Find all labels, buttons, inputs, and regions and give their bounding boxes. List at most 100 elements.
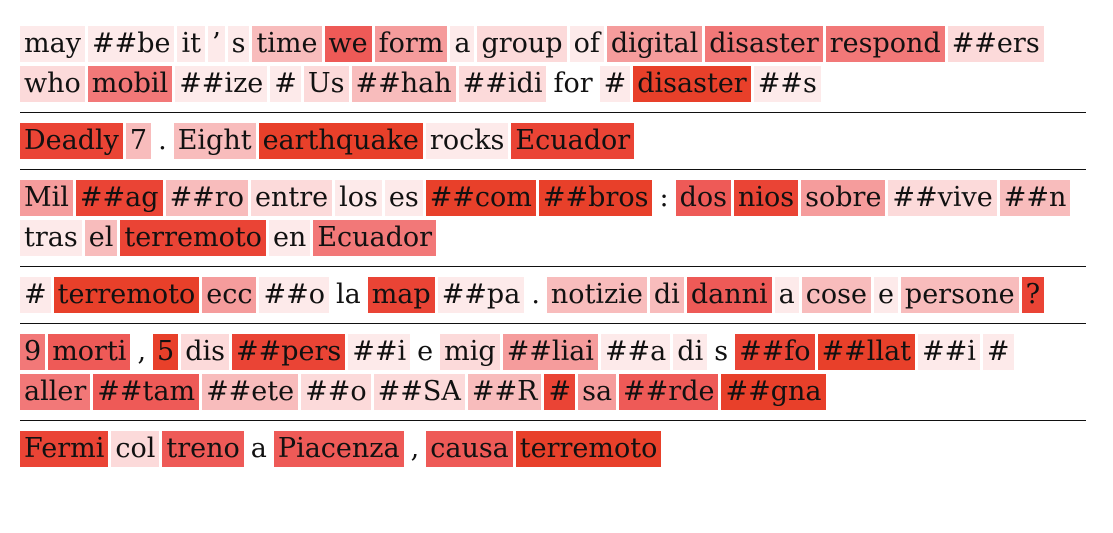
token: morti (48, 334, 131, 370)
token: dos (675, 180, 731, 216)
token: ##ag (75, 180, 163, 216)
token: a (450, 26, 475, 62)
token: # (599, 66, 631, 102)
token: map (367, 277, 435, 313)
token: Fermi (20, 431, 109, 467)
sentence-block: may ##be it’ s time we form a group of digital disa… (20, 22, 1086, 108)
token: who (20, 66, 85, 102)
token: group (477, 26, 567, 62)
token: a (246, 431, 271, 467)
token: disaster (633, 66, 751, 102)
token: # (20, 277, 51, 313)
sentence-divider (20, 420, 1086, 421)
token: ##be (87, 26, 175, 62)
token: terremoto (120, 220, 266, 256)
token: di (673, 334, 708, 370)
token: it (177, 26, 205, 62)
sentence-block: Fermi col treno a Piacenza, causa terremoto (20, 427, 1086, 473)
token: Piacenza (273, 431, 404, 467)
token: danni (686, 277, 772, 313)
token: persone (900, 277, 1019, 313)
sentence-block: # terremoto ecc ##o la map ##pa. notizie di danni… (20, 273, 1086, 319)
token: respond (825, 26, 945, 62)
token: mobil (87, 66, 173, 102)
token: rocks (425, 123, 509, 159)
token: s (710, 334, 733, 370)
token: los (335, 180, 382, 216)
token: ##bros (538, 180, 653, 216)
sentence-block: Deadly 7. Eight earthquake rocks Ecuador (20, 119, 1086, 165)
token: s (227, 26, 250, 62)
token: ##hah (351, 66, 456, 102)
token: ##ro (165, 180, 248, 216)
token: ##ers (947, 26, 1044, 62)
token: we (324, 26, 372, 62)
sentence-block: Mil ##ag ##ro entre los es ##com ##bros: dos nios… (20, 176, 1086, 262)
token: a (774, 277, 799, 313)
token: ##o (259, 277, 329, 313)
token: , (406, 431, 424, 467)
sentence-divider (20, 112, 1086, 113)
token: . (154, 123, 171, 159)
token: ##pa (437, 277, 525, 313)
token: cose (801, 277, 871, 313)
token: ##fo (735, 334, 815, 370)
token: ##llat (817, 334, 916, 370)
token: aller (20, 374, 91, 410)
token: ##a (600, 334, 671, 370)
token: Ecuador (313, 220, 437, 256)
token: ##ize (175, 66, 268, 102)
token: di (649, 277, 684, 313)
token: ##R (467, 374, 542, 410)
token: 7 (125, 123, 152, 159)
token: Us (303, 66, 349, 102)
sentence-divider (20, 323, 1086, 324)
token: ##liai (502, 334, 598, 370)
token: ##pers (232, 334, 346, 370)
token: ##rde (619, 374, 719, 410)
token: Ecuador (511, 123, 635, 159)
token: # (270, 66, 301, 102)
token: ##idi (458, 66, 547, 102)
token: terremoto (53, 277, 200, 313)
token: . (527, 277, 544, 313)
token: Eight (173, 123, 256, 159)
token: : (655, 180, 673, 216)
token: es (384, 180, 423, 216)
token: entre (250, 180, 333, 216)
token: ##i (348, 334, 411, 370)
token: ##gna (721, 374, 826, 410)
token: time (252, 26, 322, 62)
token: treno (162, 431, 244, 467)
token: ##vive (888, 180, 997, 216)
token: ##ete (202, 374, 299, 410)
token: Mil (20, 180, 73, 216)
token: notizie (546, 277, 647, 313)
token: disaster (705, 26, 823, 62)
token: of (569, 26, 604, 62)
token: form (374, 26, 448, 62)
token: may (20, 26, 85, 62)
token: mig (440, 334, 500, 370)
token: ecc (202, 277, 257, 313)
token: ##s (753, 66, 821, 102)
token: ##SA (373, 374, 465, 410)
sentence-divider (20, 266, 1086, 267)
token: sobre (801, 180, 886, 216)
token: col (111, 431, 160, 467)
token: e (873, 277, 898, 313)
token: sa (578, 374, 617, 410)
token: earthquake (258, 123, 423, 159)
token: , (133, 334, 151, 370)
token: la (331, 277, 365, 313)
token: 9 (20, 334, 46, 370)
token: el (84, 220, 118, 256)
token: ##tam (93, 374, 200, 410)
token: digital (606, 26, 703, 62)
token: en (268, 220, 311, 256)
sentence-divider (20, 169, 1086, 170)
token: # (982, 334, 1014, 370)
token: terremoto (515, 431, 662, 467)
token: dis (181, 334, 229, 370)
token: ##i (918, 334, 980, 370)
